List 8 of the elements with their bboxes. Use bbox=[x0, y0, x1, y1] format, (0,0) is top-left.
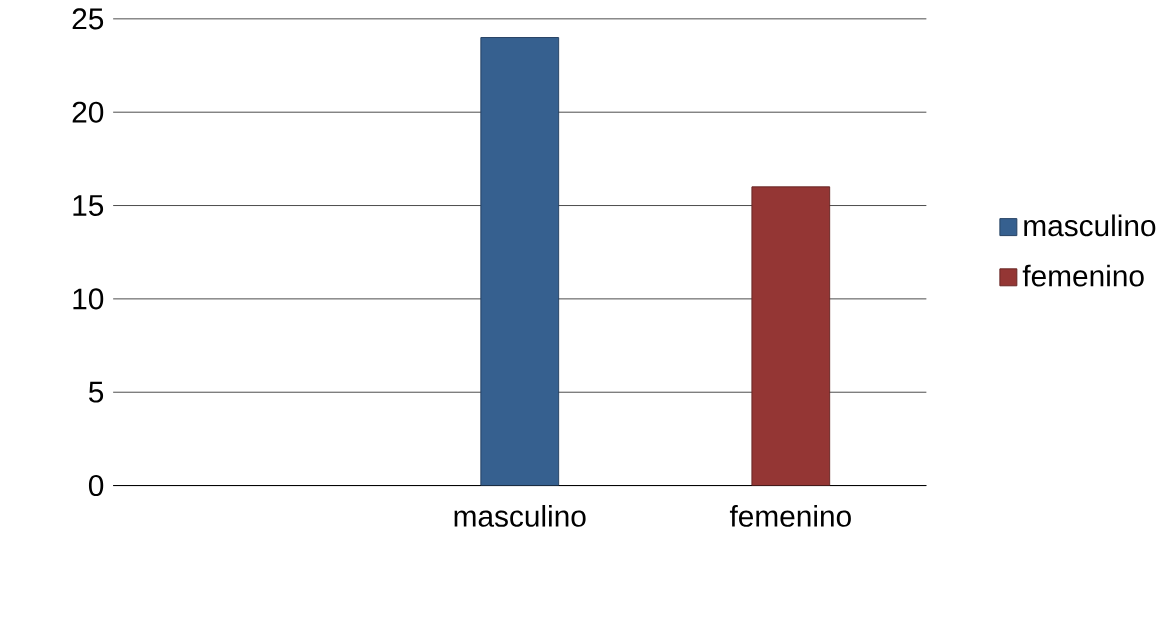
y-tick-label: 0 bbox=[88, 475, 104, 497]
y-tick-label: 20 bbox=[72, 101, 104, 123]
legend-label: masculino bbox=[1024, 214, 1156, 237]
y-tick-label: 25 bbox=[72, 8, 104, 30]
legend-label: femenino bbox=[1022, 264, 1144, 287]
y-tick-label: 15 bbox=[73, 195, 104, 216]
y-tick-label: 10 bbox=[73, 288, 104, 310]
y-tick-label: 5 bbox=[88, 381, 104, 403]
